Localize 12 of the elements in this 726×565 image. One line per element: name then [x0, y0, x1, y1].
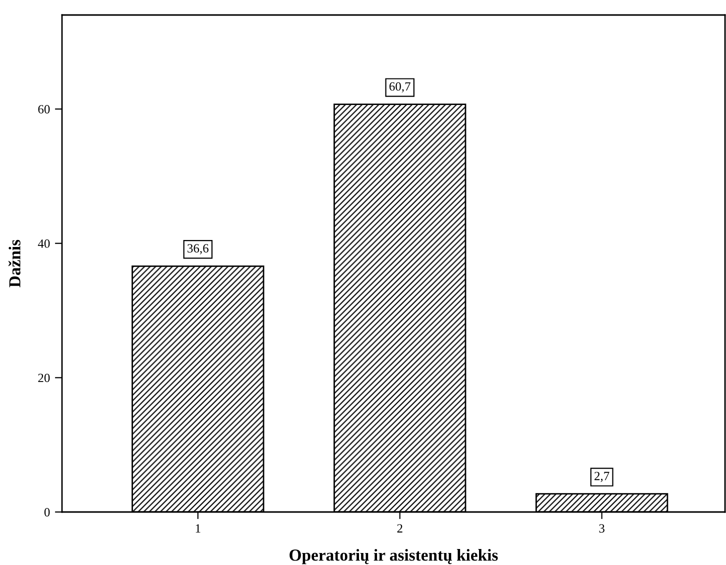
y-tick-label: 0 [44, 508, 50, 516]
y-tick-label: 60 [38, 105, 50, 114]
x-tick-label: 2 [397, 524, 402, 532]
x-axis-title: Operatorių ir asistentų kiekis [290, 549, 498, 564]
x-tick-label: 1 [196, 524, 200, 532]
data-label: 60,7 [389, 82, 410, 92]
data-label: 2,7 [594, 472, 610, 482]
x-tick-label: 3 [599, 524, 604, 533]
data-label: 36,6 [188, 244, 208, 254]
y-axis-title: Dažnis [8, 240, 20, 288]
y-tick-label: 20 [38, 374, 50, 382]
y-tick-label: 40 [38, 239, 50, 248]
